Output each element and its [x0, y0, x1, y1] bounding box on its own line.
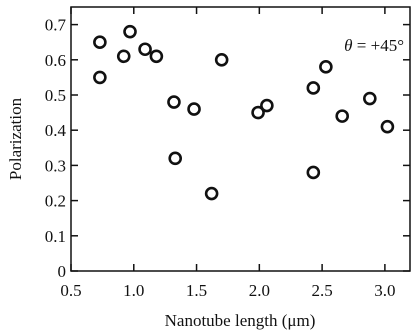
x-axis-ticks — [70, 7, 386, 271]
y-axis-title: Polarization — [6, 97, 25, 180]
data-point — [187, 102, 201, 116]
y-tick-label: 0.6 — [45, 51, 66, 70]
data-point — [319, 60, 333, 74]
data-point — [138, 42, 152, 57]
data-point — [123, 24, 137, 39]
x-tick-label: 1.0 — [123, 281, 144, 300]
y-tick-label: 0.7 — [45, 16, 67, 35]
y-tick-label: 0.5 — [45, 86, 66, 105]
theta-symbol: θ — [344, 36, 352, 55]
data-point — [363, 91, 377, 106]
data-point — [306, 165, 321, 180]
angle-annotation: θ = +45° — [344, 36, 404, 55]
y-tick-label: 0.4 — [45, 121, 67, 140]
x-tick-label: 0.5 — [60, 281, 81, 300]
data-point — [214, 52, 229, 67]
x-tick-label: 3.0 — [374, 281, 395, 300]
data-point — [149, 49, 164, 64]
data-point — [93, 35, 107, 50]
data-point — [167, 95, 181, 109]
data-point — [116, 49, 131, 64]
y-tick-label: 0.3 — [45, 156, 66, 175]
data-points — [93, 24, 395, 201]
data-point — [168, 151, 183, 166]
y-tick-label: 0.1 — [45, 227, 66, 246]
x-tick-label: 1.5 — [186, 281, 207, 300]
angle-value: = +45° — [353, 36, 404, 55]
data-point — [251, 105, 265, 120]
data-point — [260, 98, 274, 113]
data-point — [380, 119, 395, 134]
data-point — [93, 70, 107, 85]
y-axis-tick-labels: 0 0.1 0.2 0.3 0.4 0.5 0.6 0.7 — [45, 16, 67, 281]
x-tick-label: 2.5 — [311, 281, 332, 300]
plot-frame — [70, 6, 411, 272]
x-tick-label: 2.0 — [249, 281, 270, 300]
data-point — [204, 186, 219, 201]
y-axis-ticks — [71, 23, 410, 272]
y-tick-label: 0.2 — [45, 192, 66, 211]
x-axis-title: Nanotube length (μm) — [165, 311, 316, 330]
y-tick-label: 0 — [58, 262, 67, 281]
data-point — [306, 81, 321, 95]
data-point — [335, 109, 350, 123]
x-axis-tick-labels: 0.5 1.0 1.5 2.0 2.5 3.0 — [60, 281, 395, 300]
